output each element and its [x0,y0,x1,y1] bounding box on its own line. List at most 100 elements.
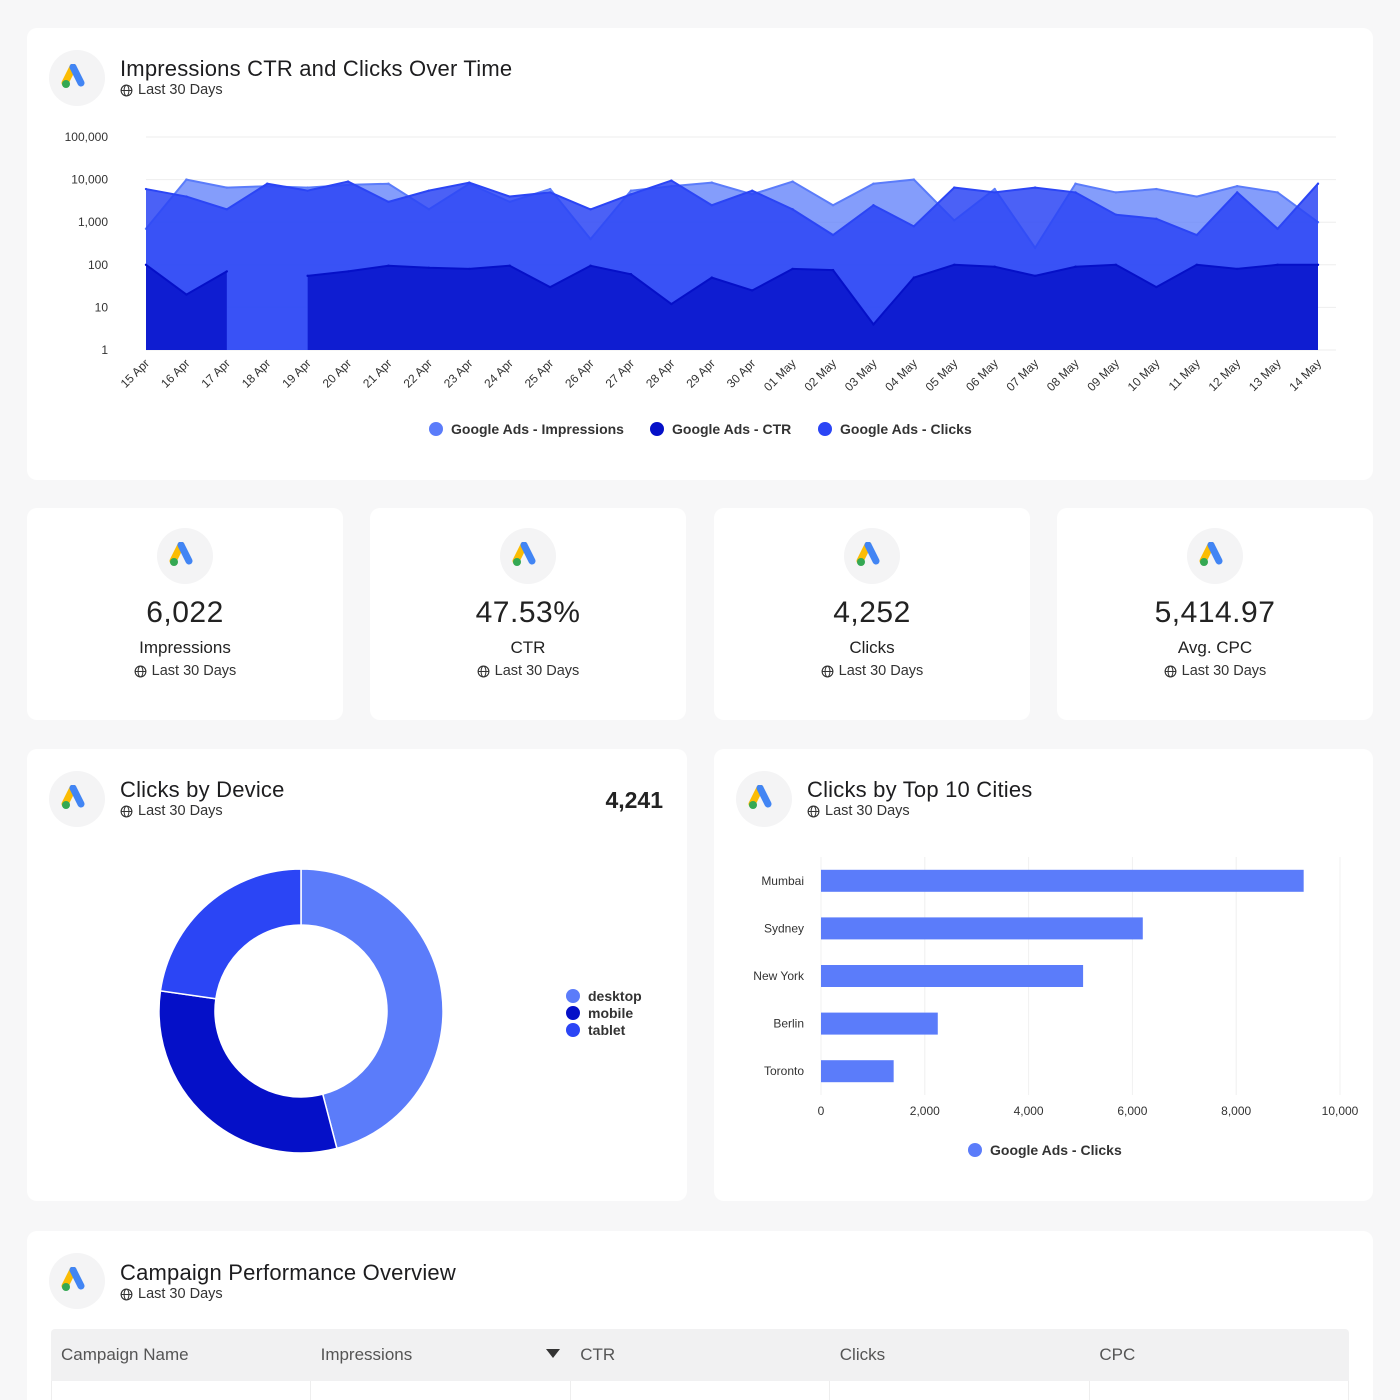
date-range-label: Last 30 Days [838,663,924,679]
date-range-label: Last 30 Days [138,82,223,98]
x-tick-label: 2,000 [910,1104,940,1118]
card-title: Clicks by Device [120,777,285,802]
data-point [872,182,875,185]
legend-item-mobile[interactable]: mobile [566,1004,642,1021]
x-tick-label: 27 Apr [603,356,637,390]
data-point [1195,263,1198,266]
data-point [346,270,350,273]
data-point [912,225,916,228]
data-point [427,266,431,270]
x-tick-label: 30 Apr [724,356,758,390]
data-point [710,276,713,279]
date-range-label: Last 30 Days [138,803,223,819]
data-point [1033,186,1037,189]
legend-swatch [429,422,443,436]
bar-mumbai [821,869,1304,892]
x-tick-label: 20 Apr [320,356,354,390]
table-cell [1090,1381,1348,1400]
data-point [1114,213,1118,216]
kpi-label: CTR [510,638,546,657]
data-point [185,195,188,198]
donut-slice-desktop [300,868,444,1150]
donut-slice-tablet [159,868,302,1000]
x-tick-label: 17 Apr [199,356,233,390]
kpi-value: 6,022 [146,596,224,629]
kpi-card-clicks: 4,252 Clicks Last 30 Days [714,508,1030,720]
x-tick-label: 28 Apr [643,356,677,390]
data-point [1155,285,1158,289]
data-point [346,180,350,183]
column-header-campaign-name[interactable]: Campaign Name [61,1345,189,1364]
data-point [589,264,592,267]
data-point [1155,187,1158,191]
bar-sydney [821,917,1143,940]
legend-swatch [650,422,664,436]
x-tick-label: 13 May [1246,356,1284,394]
data-point [993,191,996,194]
x-tick-label: 14 May [1286,356,1324,394]
campaign-card: Campaign Performance Overview Last 30 Da… [27,1231,1373,1400]
data-point [791,180,794,183]
data-point [387,182,390,185]
data-point [1235,267,1239,271]
device-legend: desktop mobile tablet [566,987,642,1038]
data-point [710,181,713,184]
data-point [791,208,794,211]
date-range-label: Last 30 Days [825,803,910,819]
globe-icon [120,84,133,96]
sort-desc-icon[interactable] [546,1349,561,1358]
kpi-label: Impressions [139,638,231,657]
x-tick-label: 05 May [923,356,961,394]
y-tick-label: Berlin [773,1017,804,1031]
data-point [144,263,148,266]
table-cell [52,1381,312,1400]
globe-icon [807,805,820,817]
data-point [831,233,835,237]
globe-icon [1164,665,1177,677]
y-tick-label: 10,000 [71,173,108,187]
card-subtitle: Last 30 Days [120,803,223,819]
kpi-value: 47.53% [475,596,581,629]
x-tick-label: 24 Apr [481,356,515,390]
kpi-card-ctr: 47.53% CTR Last 30 Days [370,508,686,720]
kpi-subtitle: Last 30 Days [27,663,343,679]
data-point [508,195,511,198]
column-header-clicks[interactable]: Clicks [839,1345,886,1364]
table-cell [571,1381,831,1400]
data-point [670,302,673,306]
data-point [670,179,673,182]
legend-label: mobile [588,1004,634,1021]
donut-slice-mobile [158,989,338,1154]
chart-legend: Google Ads - Impressions Google Ads - CTR… [429,421,972,437]
x-tick-label: 08 May [1044,356,1082,394]
google-ads-logo-icon [49,771,105,827]
data-point [953,263,956,266]
data-point [1276,191,1279,194]
column-header-cpc[interactable]: CPC [1099,1345,1136,1364]
globe-icon [477,665,490,677]
globe-icon [821,665,834,677]
data-point [791,267,794,271]
column-header-ctr[interactable]: CTR [580,1345,616,1364]
card-subtitle: Last 30 Days [807,803,910,819]
x-tick-label: 19 Apr [279,356,313,390]
device-donut-chart [158,868,444,1154]
legend-item-tablet[interactable]: tablet [566,1021,642,1038]
legend-item-desktop[interactable]: desktop [566,987,642,1004]
data-point [629,273,633,276]
x-tick-label: 0 [818,1104,825,1118]
legend-label: Google Ads - CTR [672,421,791,437]
data-point [387,264,390,267]
column-header-impressions[interactable]: Impressions [311,1329,571,1381]
legend-swatch [818,422,832,436]
data-point [225,270,229,273]
data-point [225,186,229,189]
x-tick-label: 23 Apr [441,356,475,390]
globe-icon [120,805,133,817]
google-ads-logo-icon [157,528,213,584]
data-point [872,323,875,326]
date-range-label: Last 30 Days [151,663,237,679]
data-point [306,186,309,189]
data-point [1235,184,1239,188]
data-point [872,204,875,207]
